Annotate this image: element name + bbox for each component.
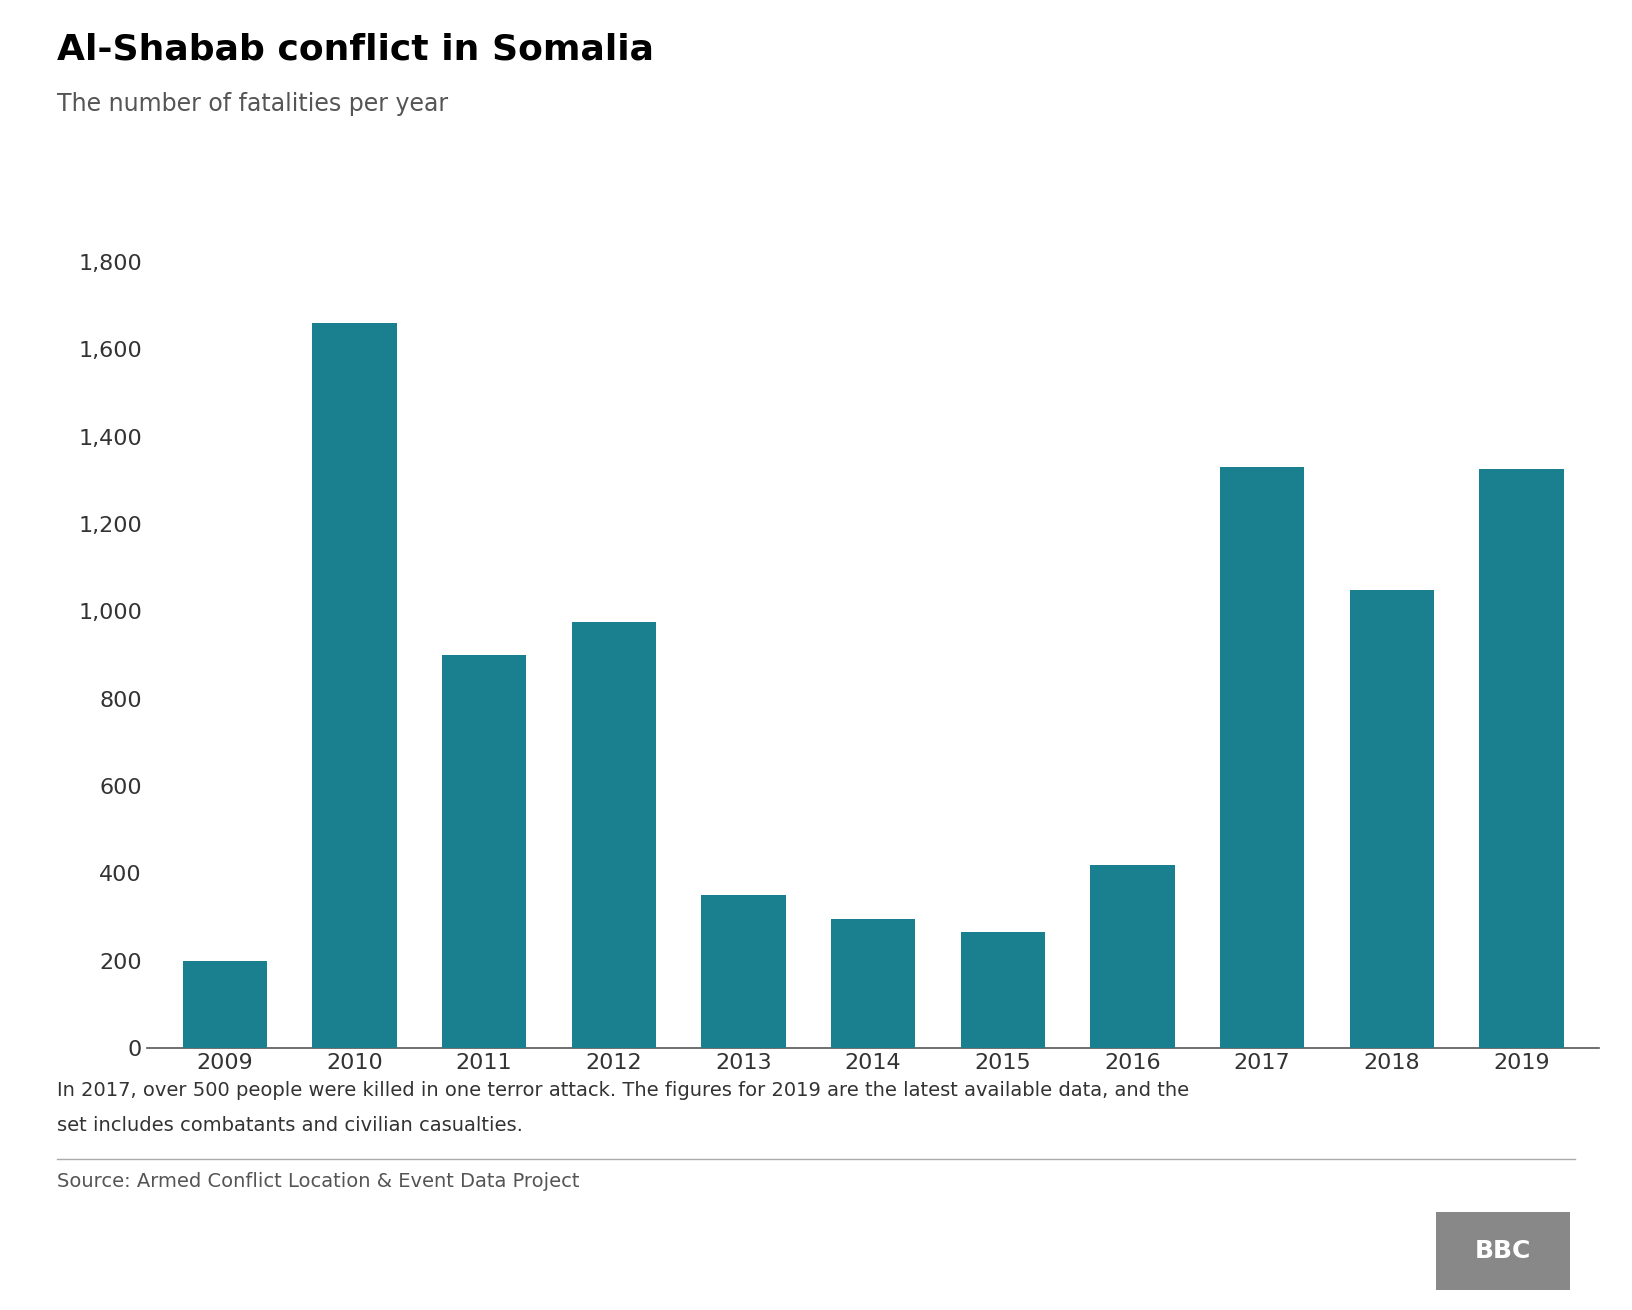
Bar xyxy=(702,895,785,1048)
Bar xyxy=(183,960,268,1048)
Text: In 2017, over 500 people were killed in one terror attack. The figures for 2019 : In 2017, over 500 people were killed in … xyxy=(57,1081,1190,1100)
Bar xyxy=(571,622,656,1048)
Bar xyxy=(1479,469,1563,1048)
Bar xyxy=(831,920,916,1048)
Text: Source: Armed Conflict Location & Event Data Project: Source: Armed Conflict Location & Event … xyxy=(57,1172,579,1192)
Bar xyxy=(961,933,1044,1048)
Bar xyxy=(312,324,397,1048)
Bar xyxy=(1350,590,1435,1048)
Bar xyxy=(442,655,526,1048)
Bar xyxy=(1090,865,1175,1048)
Bar xyxy=(1221,468,1304,1048)
Text: BBC: BBC xyxy=(1475,1239,1531,1263)
Text: Al-Shabab conflict in Somalia: Al-Shabab conflict in Somalia xyxy=(57,33,654,67)
Text: set includes combatants and civilian casualties.: set includes combatants and civilian cas… xyxy=(57,1116,522,1136)
Text: The number of fatalities per year: The number of fatalities per year xyxy=(57,92,449,115)
